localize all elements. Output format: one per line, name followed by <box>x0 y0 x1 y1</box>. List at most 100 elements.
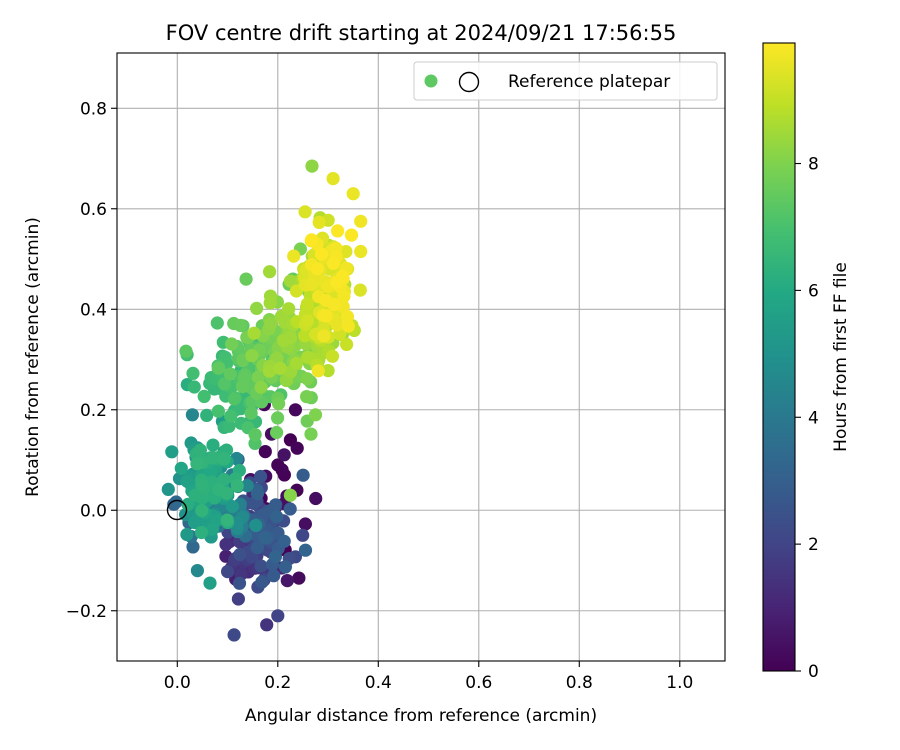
data-point <box>298 517 312 531</box>
y-tick-label: 0.2 <box>80 401 107 421</box>
data-point <box>298 205 312 219</box>
data-point <box>203 576 217 590</box>
data-point <box>296 468 310 482</box>
y-tick-label: 0.0 <box>80 501 107 521</box>
data-point <box>254 380 268 394</box>
data-point <box>305 233 319 247</box>
colorbar-label: Hours from first FF file <box>831 262 851 452</box>
x-tick-label: 0.2 <box>264 673 291 693</box>
data-point <box>317 329 331 343</box>
data-point <box>298 543 313 557</box>
data-point <box>254 469 268 484</box>
data-point <box>300 297 314 311</box>
data-point <box>233 318 247 332</box>
data-point <box>308 408 323 422</box>
data-point <box>354 244 368 259</box>
data-point <box>341 319 355 333</box>
data-point <box>206 451 220 465</box>
data-point <box>188 488 202 502</box>
y-tick-label: −0.2 <box>66 602 107 622</box>
colorbar-tick-label: 2 <box>808 535 819 555</box>
data-point <box>288 403 302 417</box>
y-tick-label: 0.6 <box>80 200 107 220</box>
x-axis-label: Angular distance from reference (arcmin) <box>245 706 597 726</box>
data-point <box>271 609 285 623</box>
data-point <box>249 518 263 533</box>
data-point <box>331 224 345 238</box>
data-point <box>161 482 175 496</box>
data-point <box>222 419 236 433</box>
data-point <box>225 337 239 351</box>
x-tick-label: 0.8 <box>566 673 593 693</box>
data-point <box>190 564 204 578</box>
data-point <box>219 537 233 552</box>
data-point <box>181 497 195 511</box>
data-point <box>280 574 294 588</box>
data-point <box>268 550 282 564</box>
data-point <box>240 479 254 493</box>
data-point <box>298 329 312 343</box>
data-point <box>300 372 314 386</box>
legend: Reference platepar <box>413 61 718 101</box>
data-point <box>250 486 265 501</box>
data-point <box>235 380 250 394</box>
data-point <box>269 498 283 512</box>
colorbar-tick-label: 6 <box>808 281 819 301</box>
data-point <box>220 513 234 527</box>
data-point <box>223 367 237 381</box>
data-point <box>283 488 297 502</box>
data-point <box>340 337 354 351</box>
data-point <box>212 361 226 375</box>
data-point <box>250 540 265 555</box>
data-point <box>217 377 231 391</box>
y-tick-label: 0.8 <box>80 99 107 119</box>
data-point <box>262 364 277 378</box>
colorbar-ticks: 0 2 4 6 8 <box>795 155 819 682</box>
data-point <box>230 479 244 493</box>
data-point <box>326 172 340 186</box>
data-point <box>301 314 315 328</box>
data-point <box>217 472 231 487</box>
data-point <box>225 500 239 514</box>
data-point <box>200 408 214 422</box>
data-point <box>305 159 319 173</box>
data-point <box>186 366 200 380</box>
data-point <box>301 350 315 364</box>
data-point <box>278 560 292 574</box>
data-point <box>188 515 202 530</box>
data-point <box>321 364 335 378</box>
data-point <box>326 256 340 270</box>
data-point <box>312 215 326 229</box>
x-tick-label: 0.0 <box>164 673 191 693</box>
data-point <box>353 283 367 297</box>
data-point <box>271 411 285 425</box>
data-point <box>309 491 323 506</box>
colorbar-tick-label: 4 <box>808 408 819 428</box>
data-point <box>195 504 209 518</box>
data-point <box>354 214 368 228</box>
data-point <box>217 452 231 466</box>
data-point <box>325 349 340 363</box>
data-point <box>292 571 306 585</box>
data-point <box>283 274 298 288</box>
y-tick-label: 0.4 <box>80 300 107 320</box>
plot-frame <box>116 52 726 662</box>
x-tick-label: 0.4 <box>365 673 392 693</box>
legend-reference-label: Reference platepar <box>508 72 670 92</box>
data-point <box>340 310 354 324</box>
data-point <box>318 309 332 323</box>
data-point <box>179 344 193 358</box>
data-point <box>335 269 349 283</box>
data-point <box>232 576 247 590</box>
data-point <box>194 525 208 540</box>
data-point <box>327 297 341 312</box>
data-point <box>272 397 286 411</box>
data-point <box>277 534 291 548</box>
data-point <box>220 486 234 500</box>
chart-title: FOV centre drift starting at 2024/09/21 … <box>166 21 677 45</box>
y-axis-label: Rotation from reference (arcmin) <box>23 217 43 497</box>
colorbar-tick-label: 0 <box>808 662 819 682</box>
data-point <box>270 510 284 524</box>
data-point <box>247 326 261 340</box>
